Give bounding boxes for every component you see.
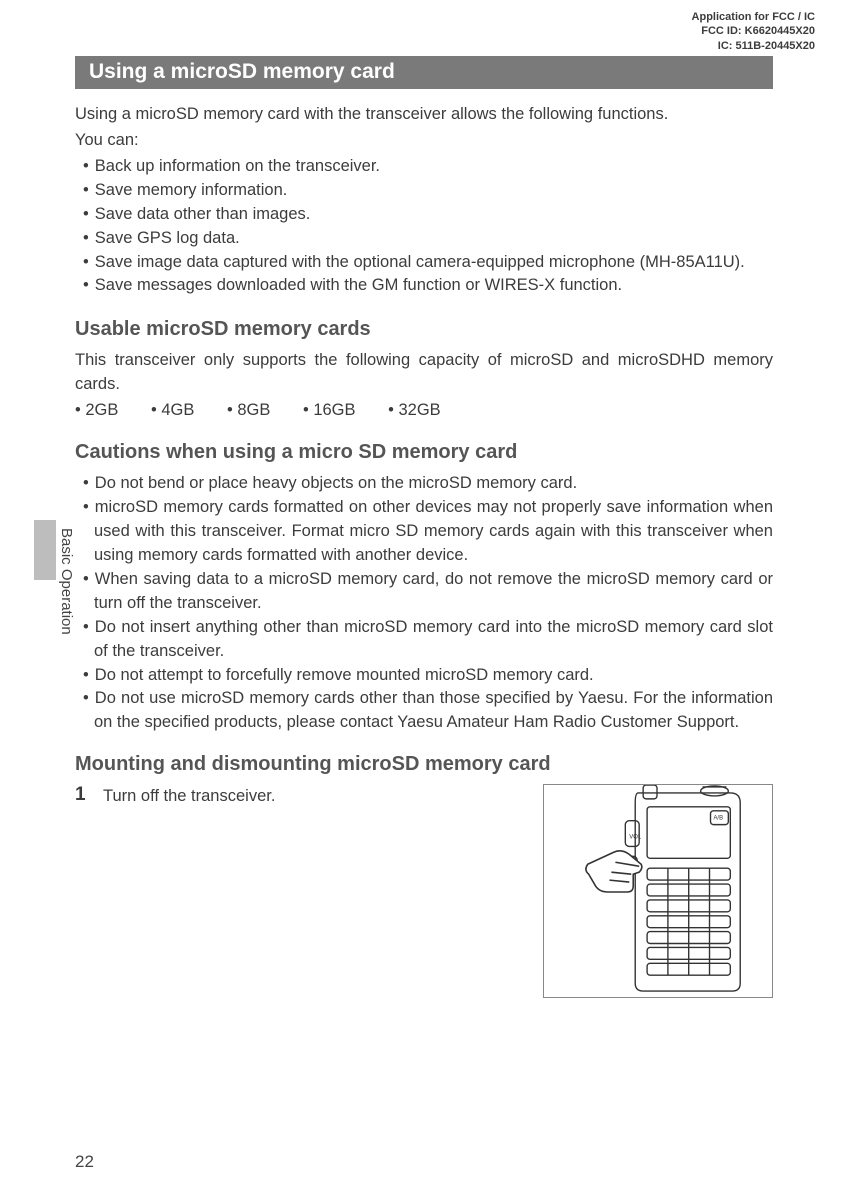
caution-bullet: Do not bend or place heavy objects on th… bbox=[83, 472, 773, 496]
page: Application for FCC / IC FCC ID: K662044… bbox=[0, 0, 845, 1202]
section-heading-mounting: Mounting and dismounting microSD memory … bbox=[75, 753, 773, 776]
title-bar: Using a microSD memory card bbox=[75, 56, 773, 89]
section-heading-usable: Usable microSD memory cards bbox=[75, 318, 773, 341]
intro-bullet: Save image data captured with the option… bbox=[83, 251, 773, 275]
side-tab-label: Basic Operation bbox=[58, 528, 75, 635]
intro-bullet: Save GPS log data. bbox=[83, 227, 773, 251]
capacity-item: • 32GB bbox=[388, 399, 441, 423]
step-number: 1 bbox=[75, 784, 103, 806]
device-illustration: VOL A/B bbox=[543, 784, 773, 998]
capacity-item: • 2GB bbox=[75, 399, 118, 423]
mount-step-row: 1 Turn off the transceiver. bbox=[75, 784, 773, 1004]
intro-bullet: Back up information on the transceiver. bbox=[83, 155, 773, 179]
svg-text:VOL: VOL bbox=[629, 835, 642, 841]
section1-body: This transceiver only supports the follo… bbox=[75, 349, 773, 397]
device-svg: VOL A/B bbox=[544, 785, 772, 997]
caution-bullet: microSD memory cards formatted on other … bbox=[83, 496, 773, 568]
content-area: Using a microSD memory card Using a micr… bbox=[75, 56, 773, 1004]
caution-bullet: Do not use microSD memory cards other th… bbox=[83, 687, 773, 735]
intro-line-1: Using a microSD memory card with the tra… bbox=[75, 103, 773, 127]
header-line-1: Application for FCC / IC bbox=[692, 10, 815, 24]
header-line-2: FCC ID: K6620445X20 bbox=[692, 24, 815, 38]
intro-bullet: Save data other than images. bbox=[83, 203, 773, 227]
capacity-item: • 4GB bbox=[151, 399, 194, 423]
svg-text:A/B: A/B bbox=[713, 816, 723, 822]
caution-bullet: Do not insert anything other than microS… bbox=[83, 616, 773, 664]
capacity-item: • 8GB bbox=[227, 399, 270, 423]
header-meta: Application for FCC / IC FCC ID: K662044… bbox=[692, 10, 815, 53]
side-tab-marker bbox=[34, 520, 56, 580]
capacity-list: • 2GB • 4GB • 8GB • 16GB • 32GB bbox=[75, 399, 773, 423]
capacity-item: • 16GB bbox=[303, 399, 356, 423]
header-line-3: IC: 511B-20445X20 bbox=[692, 39, 815, 53]
intro-bullet: Save memory information. bbox=[83, 179, 773, 203]
caution-bullet-list: Do not bend or place heavy objects on th… bbox=[83, 472, 773, 735]
intro-line-2: You can: bbox=[75, 129, 773, 153]
intro-bullet: Save messages downloaded with the GM fun… bbox=[83, 274, 773, 298]
caution-bullet: When saving data to a microSD memory car… bbox=[83, 568, 773, 616]
page-number: 22 bbox=[75, 1152, 94, 1172]
intro-bullet-list: Back up information on the transceiver. … bbox=[83, 155, 773, 299]
caution-bullet: Do not attempt to forcefully remove moun… bbox=[83, 664, 773, 688]
section-heading-cautions: Cautions when using a micro SD memory ca… bbox=[75, 441, 773, 464]
